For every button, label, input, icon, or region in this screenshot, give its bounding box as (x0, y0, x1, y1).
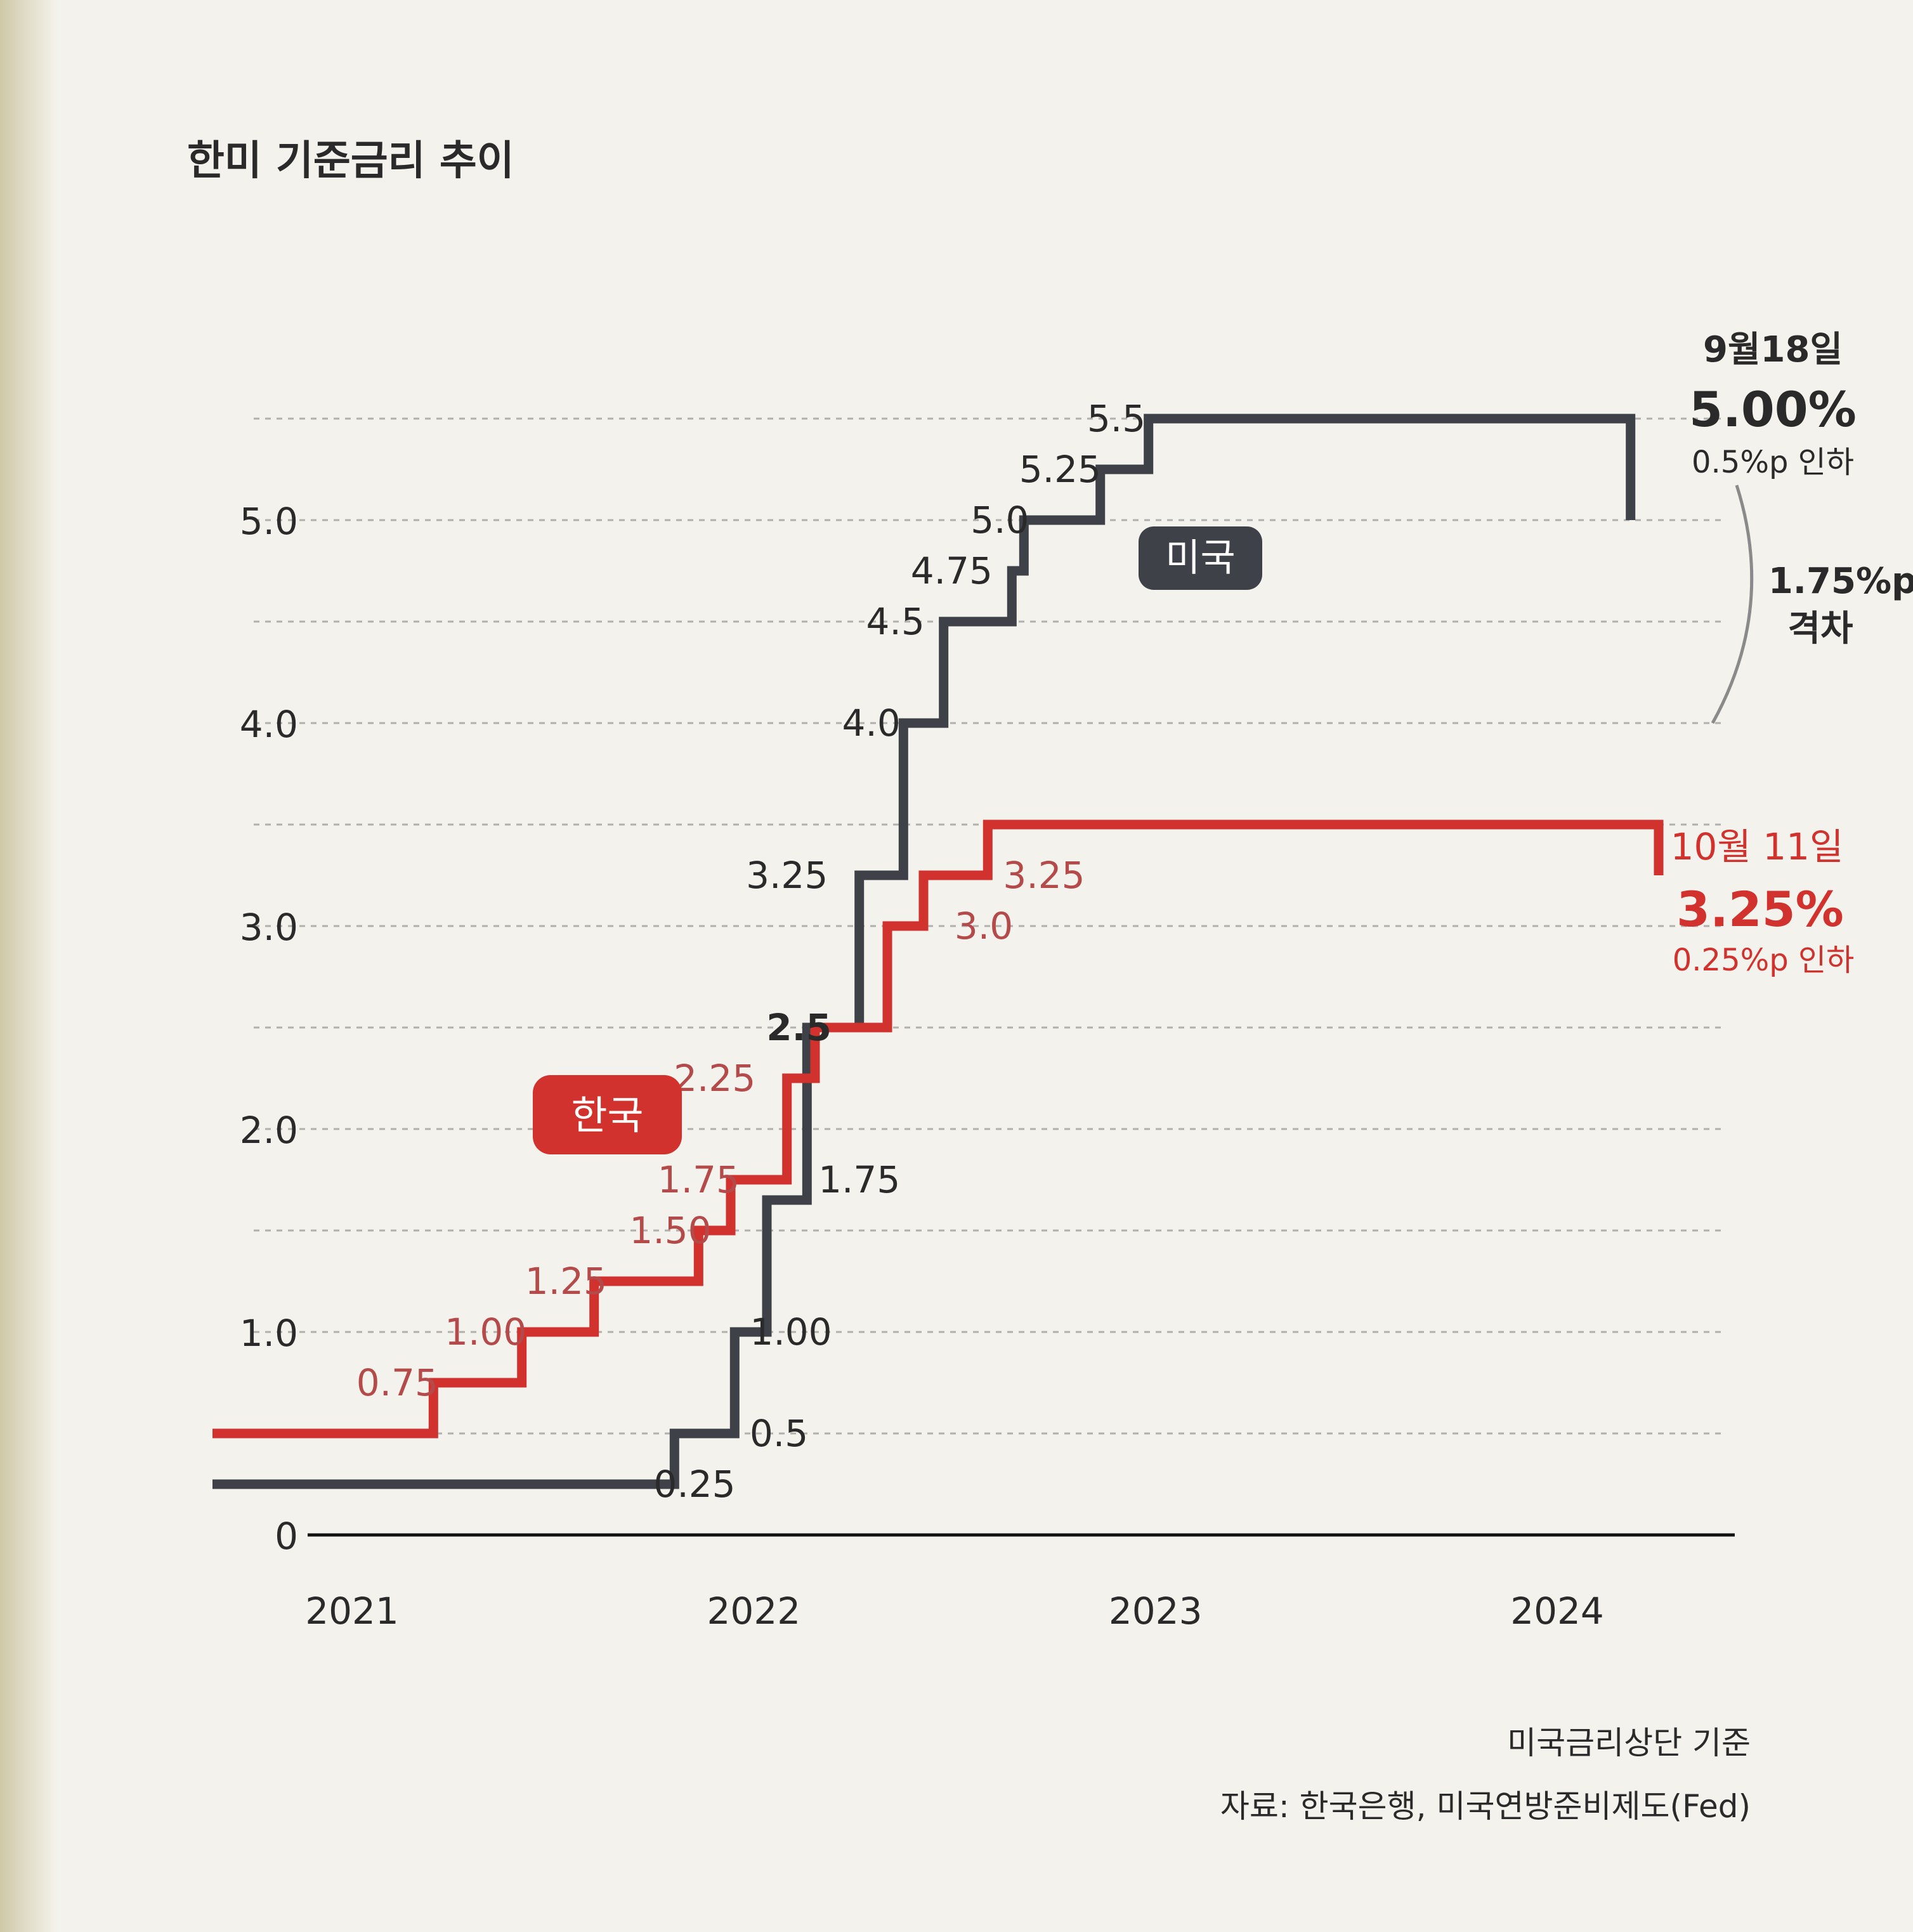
data-label: 1.00 (445, 1310, 526, 1354)
chart-title: 한미 기준금리 추이 (187, 138, 514, 185)
data-label: 1.25 (525, 1260, 607, 1303)
footnote-basis: 미국금리상단 기준 (1507, 1725, 1751, 1761)
data-label: 0.75 (356, 1361, 438, 1404)
x-tick-label: 2023 (1109, 1589, 1203, 1633)
data-label: 3.25 (1003, 854, 1085, 897)
data-label: 5.5 (1087, 397, 1146, 440)
gap-value-annotation: 1.75%p (1768, 561, 1913, 602)
y-tick-label: 4.0 (240, 703, 298, 746)
legend-kr-badge (533, 1075, 682, 1154)
data-label: 1.00 (750, 1310, 832, 1354)
legend-kr-label: 한국 (571, 1092, 643, 1139)
page-spine-shadow (0, 0, 57, 1932)
kr-rate-annotation: 3.25% (1676, 881, 1844, 937)
y-tick-label: 0 (275, 1515, 298, 1558)
data-label: 1.75 (658, 1158, 740, 1201)
axes: 한미 기준금리 추이 0 1.0 2.0 3.0 4.0 5.0 2021 2022 2023 20… (187, 138, 1751, 1825)
data-labels: 0.25 0.5 1.00 1.75 2.5 3.25 4.0 4.5 4.75 5.0 5.25 5… (356, 329, 1913, 1506)
data-label: 3.25 (746, 854, 828, 897)
x-tick-label: 2024 (1510, 1589, 1604, 1633)
data-label: 0.25 (653, 1463, 735, 1506)
x-tick-label: 2021 (305, 1589, 399, 1633)
us-change-annotation: 0.5%p 인하 (1692, 445, 1854, 480)
data-label: 5.25 (1019, 448, 1101, 491)
data-label: 0.5 (750, 1412, 808, 1455)
legend-us-label: 미국 (1165, 536, 1235, 580)
kr-change-annotation: 0.25%p 인하 (1673, 943, 1855, 978)
series-line-kr (212, 819, 1664, 1439)
us-date-annotation: 9월18일 (1703, 329, 1843, 370)
y-tick-label: 2.0 (240, 1109, 298, 1152)
y-tick-label: 1.0 (240, 1312, 298, 1355)
data-label: 2.25 (674, 1057, 755, 1100)
data-label: 1.50 (629, 1209, 711, 1252)
data-label: 4.5 (866, 600, 925, 643)
legend-us-badge (1139, 526, 1262, 590)
data-label: 5.0 (970, 499, 1029, 542)
gap-label-annotation: 격차 (1787, 608, 1853, 649)
series-line-us (212, 414, 1636, 1489)
us-rate-annotation: 5.00% (1689, 381, 1857, 438)
gap-bracket (1711, 485, 1754, 724)
x-tick-label: 2022 (707, 1589, 801, 1633)
data-label: 3.0 (955, 904, 1013, 948)
y-tick-label: 3.0 (240, 906, 298, 949)
y-tick-label: 5.0 (240, 500, 298, 543)
series-lines (212, 414, 1664, 1489)
kr-date-annotation: 10월 11일 (1671, 825, 1844, 868)
footnote-source: 자료: 한국은행, 미국연방준비제도(Fed) (1220, 1788, 1751, 1825)
data-label: 4.75 (911, 549, 993, 592)
data-label: 2.5 (766, 1006, 832, 1049)
data-label: 4.0 (842, 702, 901, 745)
data-label: 1.75 (818, 1158, 900, 1201)
